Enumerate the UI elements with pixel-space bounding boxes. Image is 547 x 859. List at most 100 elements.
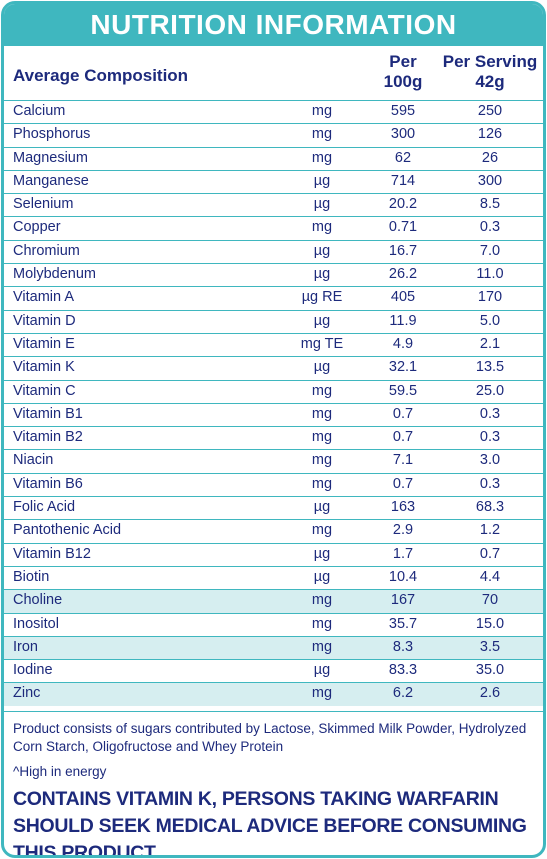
value-per-serving: 3.0 bbox=[479, 452, 501, 469]
value-per-serving: 0.3 bbox=[479, 405, 501, 422]
nutrient-name: Magnesium bbox=[13, 149, 88, 166]
value-per-100g: 7.1 bbox=[392, 452, 414, 469]
value-per-100g: 2.9 bbox=[392, 522, 414, 539]
value-per-100g: 20.2 bbox=[388, 196, 418, 213]
value-per-serving: 126 bbox=[477, 126, 503, 143]
table-row: Vitamin D µg 11.9 5.0 bbox=[4, 309, 543, 333]
table-row: Zinc mg 6.2 2.6 bbox=[4, 682, 543, 706]
table-row: Choline mg 167 70 bbox=[4, 589, 543, 613]
value-per-serving: 13.5 bbox=[475, 359, 505, 376]
panel-title: NUTRITION INFORMATION bbox=[4, 4, 543, 46]
nutrient-unit: µg bbox=[313, 266, 331, 283]
nutrient-name: Vitamin B2 bbox=[13, 429, 83, 446]
nutrient-unit: mg bbox=[311, 405, 333, 422]
nutrient-unit: mg bbox=[311, 429, 333, 446]
table-row: Molybdenum µg 26.2 11.0 bbox=[4, 263, 543, 286]
nutrient-unit: µg bbox=[313, 568, 331, 585]
table-row: Vitamin C mg 59.5 25.0 bbox=[4, 379, 543, 403]
nutrient-name: Vitamin A bbox=[13, 289, 74, 306]
nutrient-unit: mg bbox=[311, 126, 333, 143]
value-per-100g: 0.7 bbox=[392, 405, 414, 422]
nutrient-unit: µg bbox=[313, 196, 331, 213]
value-per-100g: 0.7 bbox=[392, 429, 414, 446]
nutrient-unit: mg TE bbox=[300, 335, 344, 352]
value-per-100g: 6.2 bbox=[392, 685, 414, 702]
column-headers: Average Composition Per 100g Per Serving 4… bbox=[4, 46, 543, 100]
value-per-100g: 16.7 bbox=[388, 242, 418, 259]
nutrient-unit: mg bbox=[311, 592, 333, 609]
table-row: Vitamin B1 mg 0.7 0.3 bbox=[4, 402, 543, 426]
value-per-serving: 0.7 bbox=[479, 545, 501, 562]
table-row: Magnesium mg 62 26 bbox=[4, 146, 543, 170]
nutrient-name: Pantothenic Acid bbox=[13, 522, 122, 539]
value-per-serving: 15.0 bbox=[475, 615, 505, 632]
value-per-100g: 11.9 bbox=[389, 312, 417, 329]
value-per-serving: 170 bbox=[477, 289, 503, 306]
table-row: Phosphorus mg 300 126 bbox=[4, 123, 543, 146]
nutrient-unit: µg bbox=[313, 312, 331, 329]
table-row: Manganese µg 714 300 bbox=[4, 169, 543, 193]
table-row: Inositol mg 35.7 15.0 bbox=[4, 612, 543, 636]
nutrient-name: Choline bbox=[13, 592, 63, 609]
value-per-serving: 7.0 bbox=[479, 242, 501, 259]
value-per-serving: 2.1 bbox=[479, 335, 501, 352]
nutrient-unit: µg bbox=[313, 662, 331, 679]
value-per-100g: 405 bbox=[390, 289, 416, 306]
value-per-serving: 35.0 bbox=[475, 662, 505, 679]
warfarin-warning: CONTAINS VITAMIN K, PERSONS TAKING WARFA… bbox=[13, 788, 527, 858]
nutrient-name: Chromium bbox=[13, 242, 80, 259]
table-row: Chromium µg 16.7 7.0 bbox=[4, 239, 543, 263]
nutrient-name: Selenium bbox=[13, 196, 74, 213]
energy-note: ^High in energy bbox=[13, 764, 107, 779]
nutrient-unit: mg bbox=[311, 638, 333, 655]
nutrient-unit: mg bbox=[311, 103, 333, 119]
table-row: Vitamin E mg TE 4.9 2.1 bbox=[4, 332, 543, 356]
value-per-serving: 1.2 bbox=[479, 522, 501, 539]
nutrient-name: Folic Acid bbox=[13, 499, 76, 516]
value-per-serving: 25.0 bbox=[475, 382, 505, 399]
value-per-serving: 2.6 bbox=[479, 685, 501, 702]
table-row: Vitamin B2 mg 0.7 0.3 bbox=[4, 426, 543, 449]
sugar-note: Product consists of sugars contributed b… bbox=[13, 721, 527, 754]
value-per-100g: 35.7 bbox=[388, 615, 418, 632]
value-per-100g: 59.5 bbox=[388, 382, 418, 399]
value-per-100g: 10.4 bbox=[388, 568, 418, 585]
nutrient-unit: mg bbox=[311, 685, 333, 702]
value-per-serving: 70 bbox=[481, 592, 499, 609]
nutrient-name: Vitamin B6 bbox=[13, 475, 83, 492]
nutrient-unit: mg bbox=[311, 452, 333, 469]
value-per-serving: 11.0 bbox=[476, 266, 504, 283]
nutrient-name: Calcium bbox=[13, 103, 66, 119]
value-per-100g: 0.7 bbox=[392, 475, 414, 492]
table-row: Copper mg 0.71 0.3 bbox=[4, 216, 543, 239]
nutrient-name: Iron bbox=[13, 638, 38, 655]
nutrient-name: Vitamin B1 bbox=[13, 405, 83, 422]
header-composition: Average Composition bbox=[13, 66, 189, 85]
value-per-100g: 0.71 bbox=[388, 219, 418, 236]
value-per-100g: 83.3 bbox=[388, 662, 418, 679]
value-per-serving: 4.4 bbox=[479, 568, 501, 585]
value-per-100g: 167 bbox=[390, 592, 416, 609]
table-row: Vitamin A µg RE 405 170 bbox=[4, 286, 543, 309]
header-per-100g: Per 100g bbox=[383, 52, 423, 91]
footer: Product consists of sugars contributed b… bbox=[4, 711, 543, 858]
nutrient-name: Molybdenum bbox=[13, 266, 97, 283]
nutrient-name: Vitamin K bbox=[13, 359, 75, 376]
nutrient-unit: mg bbox=[311, 475, 333, 492]
nutrient-name: Vitamin D bbox=[13, 312, 76, 329]
nutrient-name: Vitamin B12 bbox=[13, 545, 91, 562]
value-per-100g: 62 bbox=[394, 149, 412, 166]
value-per-100g: 300 bbox=[390, 126, 416, 143]
value-per-serving: 300 bbox=[477, 172, 503, 189]
table-row: Selenium µg 20.2 8.5 bbox=[4, 193, 543, 216]
nutrient-unit: µg bbox=[313, 242, 331, 259]
nutrient-name: Biotin bbox=[13, 568, 50, 585]
nutrient-name: Manganese bbox=[13, 172, 89, 189]
nutrient-unit: mg bbox=[311, 149, 333, 166]
value-per-100g: 4.9 bbox=[392, 335, 414, 352]
table-row: Biotin µg 10.4 4.4 bbox=[4, 565, 543, 589]
nutrient-name: Phosphorus bbox=[13, 126, 91, 143]
nutrient-unit: µg RE bbox=[301, 289, 343, 306]
table-row: Vitamin B12 µg 1.7 0.7 bbox=[4, 542, 543, 566]
